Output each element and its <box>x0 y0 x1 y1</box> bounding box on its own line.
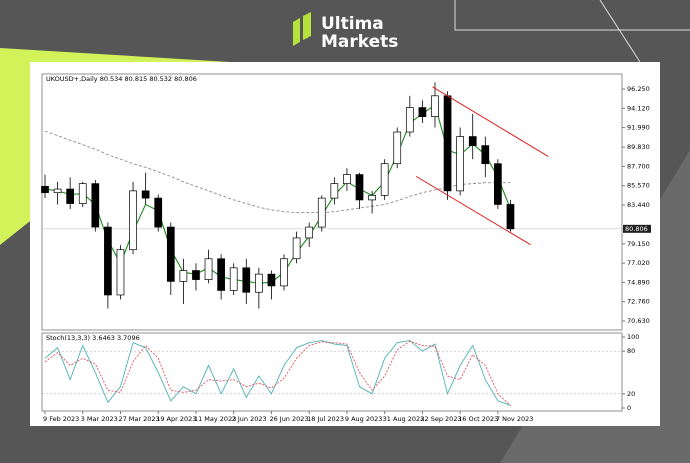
x-tick-label: 11 May 2023 <box>194 415 236 423</box>
logo-text: Ultima <box>321 14 384 34</box>
y-tick-label: 20 <box>627 390 635 398</box>
stoch-pane <box>41 332 623 412</box>
candle-body <box>393 131 402 165</box>
decor-line <box>599 0 641 63</box>
price-tag-label: 80.806 <box>625 225 648 233</box>
price-pane <box>41 73 623 331</box>
candle-body <box>116 249 125 296</box>
x-tick-label: 9 Aug 2023 <box>345 415 383 423</box>
y-tick-label: 72.760 <box>627 298 650 306</box>
chart-title: UKOUSD+,Daily 80.534 80.815 80.532 80.80… <box>46 75 197 83</box>
candle-body <box>204 258 213 280</box>
candle-body <box>192 270 200 280</box>
candle-body <box>431 95 439 117</box>
y-tick-label: 80 <box>627 347 635 355</box>
candle-body <box>380 163 389 196</box>
x-tick-label: 18 Jul 2023 <box>307 415 344 423</box>
logo-icon <box>303 12 311 40</box>
candle-body <box>443 95 452 192</box>
logo-text: Markets <box>321 32 398 52</box>
candle-body <box>355 174 364 201</box>
y-tick-label: 94.120 <box>627 104 650 112</box>
candle-body <box>305 226 314 239</box>
x-tick-label: 27 Mar 2023 <box>118 415 159 423</box>
candle-body <box>66 188 75 204</box>
x-tick-label: 7 Nov 2023 <box>496 415 534 423</box>
candle-body <box>166 226 175 282</box>
x-tick-label: 26 Jun 2023 <box>269 415 308 423</box>
x-tick-label: 2 Jun 2023 <box>232 415 267 423</box>
stoch-line <box>44 340 511 406</box>
y-tick-label: 87.700 <box>627 162 650 170</box>
channel-line <box>415 175 531 246</box>
candle-body <box>255 273 263 293</box>
y-tick-label: 85.570 <box>627 182 650 190</box>
y-tick-label: 79.150 <box>627 240 650 248</box>
candle-body <box>506 204 515 230</box>
y-tick-label: 77.020 <box>627 259 650 267</box>
candle-body <box>53 188 62 194</box>
candle-body <box>179 270 188 282</box>
stoch-line <box>44 340 511 406</box>
x-tick-label: 3 Mar 2023 <box>81 415 118 423</box>
y-tick-label: 0 <box>627 404 631 412</box>
candle-body <box>280 258 288 287</box>
candle-body <box>292 237 301 260</box>
y-tick-label: 91.990 <box>627 124 650 132</box>
candle-body <box>317 197 326 228</box>
candle-body <box>129 190 137 251</box>
logo-icon <box>293 18 300 46</box>
y-tick-label: 74.890 <box>627 278 650 286</box>
candle-body <box>217 258 225 291</box>
candle-body <box>154 197 163 228</box>
x-tick-label: 9 Feb 2023 <box>43 415 79 423</box>
candle-body <box>330 183 339 199</box>
candle-body <box>229 267 238 291</box>
candle-body <box>104 226 112 296</box>
y-tick-label: 100 <box>627 333 639 341</box>
candle-body <box>242 267 251 293</box>
chart-title: Stoch(13,3,3) 3.6463 3.7096 <box>46 334 140 342</box>
decor-line <box>454 0 690 31</box>
channel-line <box>432 86 549 157</box>
logo: Ultima Markets <box>293 12 398 52</box>
y-tick-label: 83.440 <box>627 201 650 209</box>
slow-ma-line <box>44 130 511 214</box>
candle-body <box>41 185 49 194</box>
x-tick-label: 16 Oct 2023 <box>458 415 498 423</box>
candle-body <box>368 195 376 201</box>
x-tick-label: 19 Apr 2023 <box>156 415 196 423</box>
y-tick-label: 96.250 <box>627 85 650 93</box>
candle-body <box>456 136 464 192</box>
price-tag <box>623 224 651 233</box>
candle-body <box>91 183 100 228</box>
x-tick-label: 22 Sep 2023 <box>420 415 461 423</box>
candle-body <box>267 273 276 287</box>
candle-body <box>141 190 150 199</box>
candle-body <box>468 136 477 146</box>
candle-body <box>405 107 414 133</box>
y-tick-label: 70.630 <box>627 317 650 325</box>
candle-body <box>418 107 427 117</box>
x-tick-label: 31 Aug 2023 <box>383 415 425 423</box>
candle-body <box>481 145 490 165</box>
candle-body <box>494 163 502 205</box>
y-tick-label: 89.830 <box>627 143 650 151</box>
candle-body <box>78 183 87 204</box>
candle-body <box>343 174 351 184</box>
